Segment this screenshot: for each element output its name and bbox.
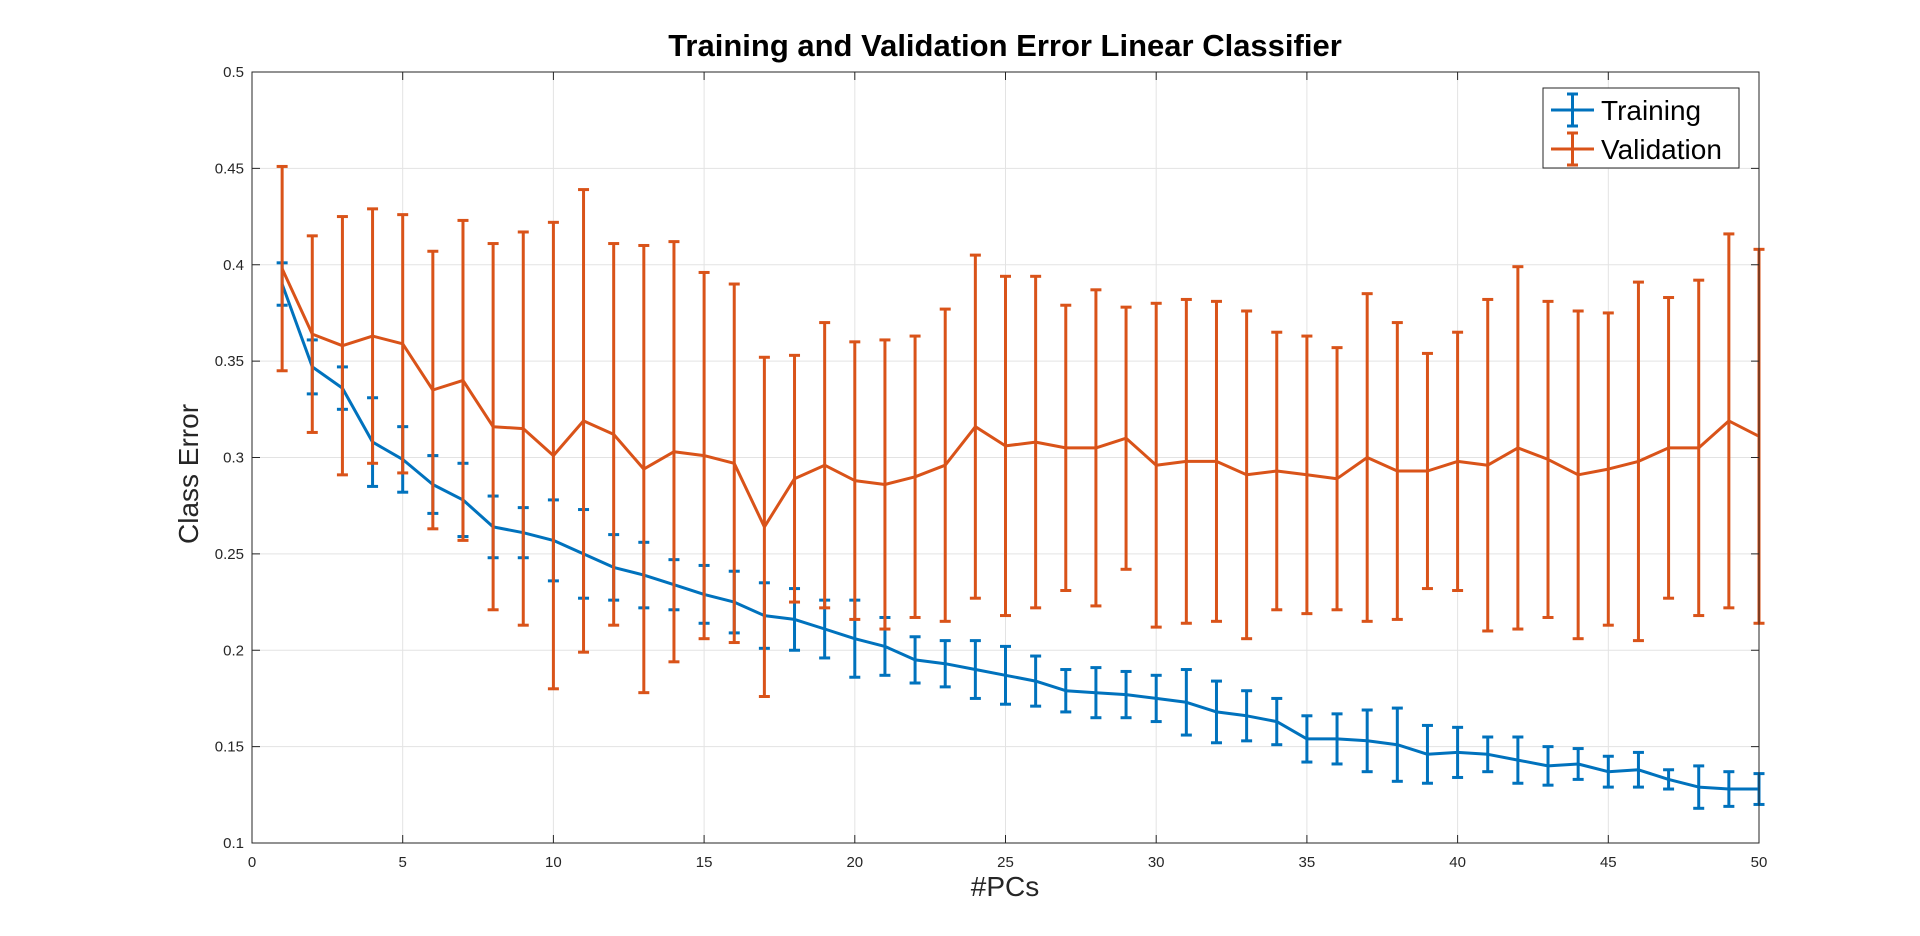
validation-line [280, 267, 1760, 529]
x-tick-label: 0 [248, 854, 256, 871]
y-tick-label: 0.1 [223, 835, 244, 852]
training-line [280, 283, 1759, 791]
x-tick-label: 50 [1751, 854, 1768, 871]
legend-box [1542, 87, 1740, 169]
legend-entry-validation: Validation [1551, 131, 1722, 167]
x-tick-label: 35 [1299, 854, 1316, 871]
y-tick-label: 0.15 [215, 739, 244, 756]
legend-entry-training: Training [1551, 92, 1701, 128]
x-tick-label: 15 [696, 854, 713, 871]
legend-label-training: Training [1601, 95, 1701, 126]
series-layer [276, 164, 1765, 810]
x-tick-label: 45 [1600, 854, 1617, 871]
y-tick-label: 0.4 [223, 257, 244, 274]
series-validation [276, 164, 1765, 699]
y-tick-label: 0.3 [223, 450, 244, 467]
plot-area: 0 5 10 15 20 25 30 35 40 45 50 0.1 0.15 0.2 0.25 0.3 0.3… [215, 64, 1768, 871]
y-axis-label: Class Error [173, 404, 204, 544]
x-axis-label: #PCs [971, 871, 1039, 902]
y-tick-label: 0.35 [215, 353, 244, 370]
x-tick-label: 20 [846, 854, 863, 871]
chart-title: Training and Validation Error Linear Cla… [668, 28, 1342, 63]
legend: Training Validation [1542, 87, 1740, 169]
y-tick-label: 0.25 [215, 546, 244, 563]
x-tick-label: 10 [545, 854, 562, 871]
y-tick-label: 0.5 [223, 64, 244, 81]
x-tick-label: 5 [399, 854, 407, 871]
x-tick-label: 40 [1449, 854, 1466, 871]
y-tick-label: 0.45 [215, 160, 244, 177]
x-tick-label: 30 [1148, 854, 1165, 871]
ticks: 0 5 10 15 20 25 30 35 40 45 50 0.1 0.15 0.2 0.25 0.3 0.3… [215, 64, 1768, 871]
legend-label-validation: Validation [1601, 134, 1722, 165]
y-tick-label: 0.2 [223, 642, 244, 659]
x-tick-label: 25 [997, 854, 1014, 871]
